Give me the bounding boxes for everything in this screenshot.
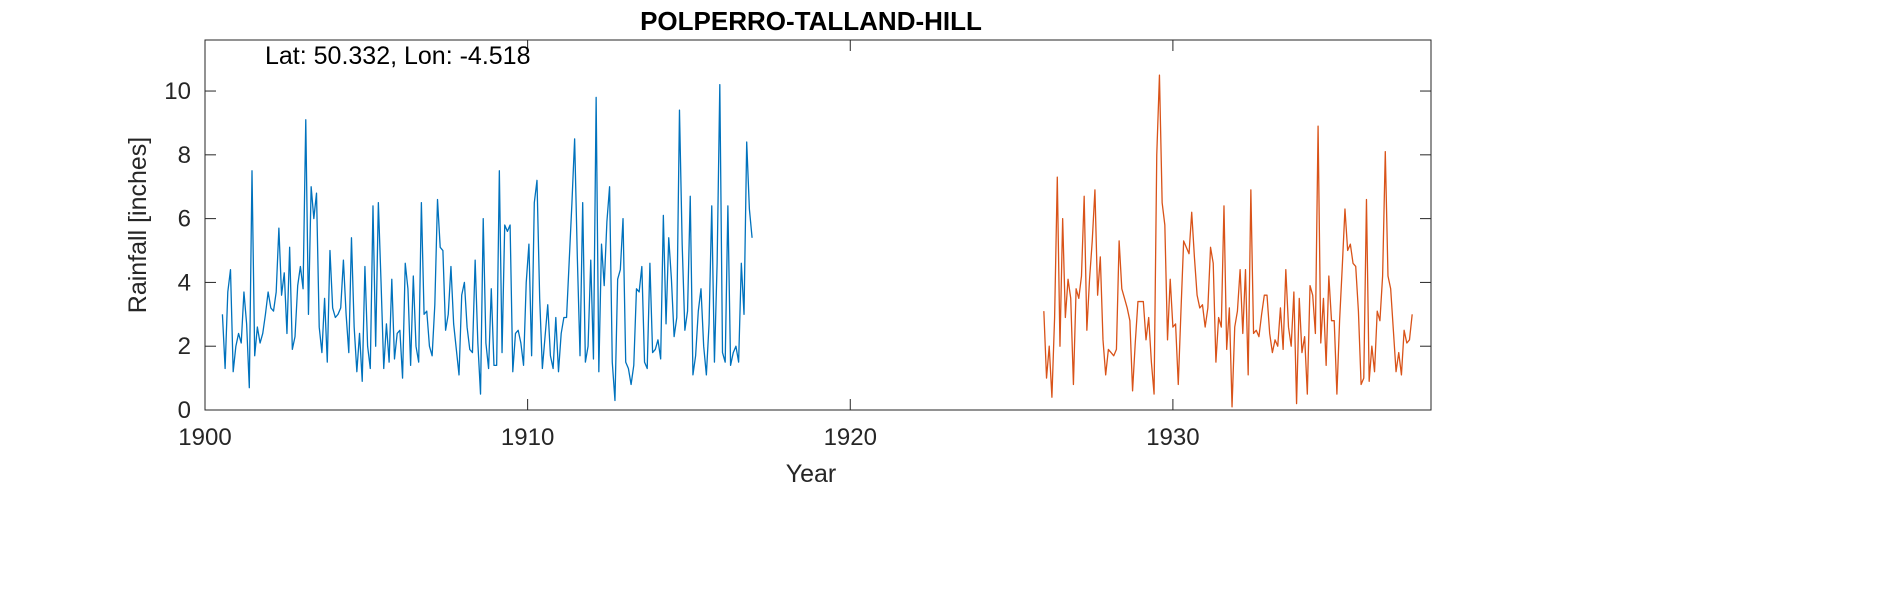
series-group xyxy=(221,74,1413,408)
y-tick-label: 10 xyxy=(164,78,191,105)
x-axis-label: Year xyxy=(786,460,837,488)
series-line-1 xyxy=(221,84,753,402)
y-axis-label: Rainfall [inches] xyxy=(124,137,152,313)
location-annotation: Lat: 50.332, Lon: -4.518 xyxy=(265,42,531,70)
series-line-2 xyxy=(1043,74,1413,408)
y-tick-label: 8 xyxy=(178,142,191,169)
y-tick-label: 6 xyxy=(178,206,191,233)
y-tick-label: 0 xyxy=(178,397,191,424)
y-tick-label: 2 xyxy=(178,333,191,360)
x-tick-label: 1930 xyxy=(1146,424,1199,451)
chart-title: POLPERRO-TALLAND-HILL xyxy=(640,6,982,36)
y-tick-label: 4 xyxy=(178,269,191,296)
x-tick-label: 1920 xyxy=(824,424,877,451)
axis-ticks: 1900 1910 1920 1930 0 2 4 6 8 10 xyxy=(164,40,1431,451)
x-tick-label: 1910 xyxy=(501,424,554,451)
x-tick-label: 1900 xyxy=(178,424,231,451)
